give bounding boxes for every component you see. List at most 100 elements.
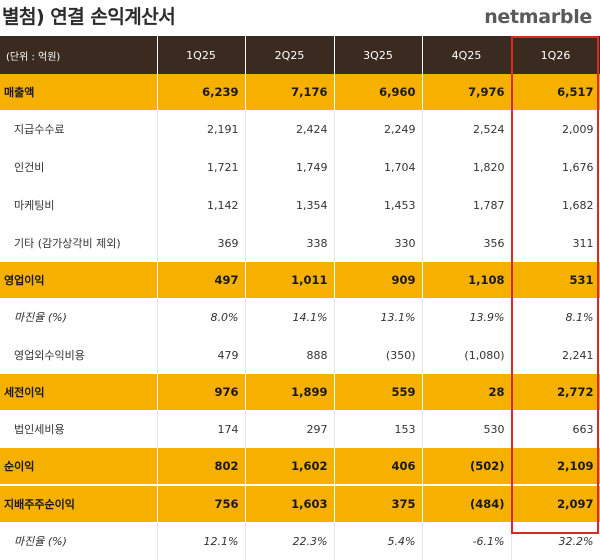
table-cell: 531 bbox=[511, 262, 600, 298]
table-row: 매출액 6,239 7,176 6,960 7,976 6,517 bbox=[0, 74, 600, 110]
income-statement-table: (단위 : 억원) 1Q25 2Q25 3Q25 4Q25 1Q26 매출액 6,… bbox=[0, 36, 600, 560]
table-row: 기타 (감가상각비 제외) 369 338 330 356 311 bbox=[0, 224, 600, 262]
row-label: 영업이익 bbox=[0, 262, 158, 298]
table-row: 지배주주순이익 756 1,603 375 (484) 2,097 bbox=[0, 484, 600, 522]
brand-logo: netmarble bbox=[484, 6, 592, 28]
table-cell: (1,080) bbox=[422, 336, 512, 374]
table-cell: 12.1% bbox=[157, 522, 246, 560]
table-cell: 2,191 bbox=[157, 110, 246, 148]
table-cell: 6,239 bbox=[157, 74, 246, 110]
table-cell: 6,960 bbox=[334, 74, 423, 110]
page-title: 별첨) 연결 손익계산서 bbox=[2, 6, 176, 28]
table-cell: 756 bbox=[157, 484, 246, 522]
row-label: 마케팅비 bbox=[0, 186, 158, 224]
table-cell: 375 bbox=[334, 484, 423, 522]
table-row: 마케팅비 1,142 1,354 1,453 1,787 1,682 bbox=[0, 186, 600, 224]
table-row: 인건비 1,721 1,749 1,704 1,820 1,676 bbox=[0, 148, 600, 186]
table-row: 마진율 (%) 12.1% 22.3% 5.4% -6.1% 32.2% bbox=[0, 522, 600, 560]
table-cell: 1,676 bbox=[511, 148, 600, 186]
table-cell: 1,721 bbox=[157, 148, 246, 186]
table-header-row: (단위 : 억원) 1Q25 2Q25 3Q25 4Q25 1Q26 bbox=[0, 36, 600, 74]
table-cell: 530 bbox=[422, 410, 512, 448]
table-cell: 1,011 bbox=[245, 262, 335, 298]
table-cell: 2,109 bbox=[511, 448, 600, 485]
unit-label: (단위 : 억원) bbox=[0, 36, 158, 74]
table-cell: 802 bbox=[157, 448, 246, 485]
table-body: 매출액 6,239 7,176 6,960 7,976 6,517 지급수수료 2,191 2,… bbox=[0, 74, 600, 560]
table-cell: 356 bbox=[422, 224, 512, 262]
table-cell: 1,603 bbox=[245, 484, 335, 522]
table-cell: 1,142 bbox=[157, 186, 246, 224]
row-label: 순이익 bbox=[0, 448, 158, 485]
table-cell: 153 bbox=[334, 410, 423, 448]
table-cell: 2,241 bbox=[511, 336, 600, 374]
table-row: 세전이익 976 1,899 559 28 2,772 bbox=[0, 374, 600, 410]
column-header: 2Q25 bbox=[245, 36, 335, 74]
row-label: 법인세비용 bbox=[0, 410, 158, 448]
table-row: 순이익 802 1,602 406 (502) 2,109 bbox=[0, 448, 600, 485]
table-cell: 297 bbox=[245, 410, 335, 448]
table-cell: 7,976 bbox=[422, 74, 512, 110]
table-cell: 369 bbox=[157, 224, 246, 262]
table-cell: 22.3% bbox=[245, 522, 335, 560]
table-cell: 1,899 bbox=[245, 374, 335, 410]
table-cell: 2,424 bbox=[245, 110, 335, 148]
table-cell: 976 bbox=[157, 374, 246, 410]
table-row: 마진율 (%) 8.0% 14.1% 13.1% 13.9% 8.1% bbox=[0, 298, 600, 336]
table-cell: 8.1% bbox=[511, 298, 600, 336]
table-cell: 909 bbox=[334, 262, 423, 298]
table-cell: 1,682 bbox=[511, 186, 600, 224]
table-cell: 2,097 bbox=[511, 484, 600, 522]
row-label: 매출액 bbox=[0, 74, 158, 110]
table-cell: 1,354 bbox=[245, 186, 335, 224]
table-cell: 311 bbox=[511, 224, 600, 262]
column-header: 1Q26 bbox=[511, 36, 600, 74]
column-header: 1Q25 bbox=[157, 36, 246, 74]
table-cell: 13.9% bbox=[422, 298, 512, 336]
table-cell: 330 bbox=[334, 224, 423, 262]
column-header: 4Q25 bbox=[422, 36, 512, 74]
table-cell: 497 bbox=[157, 262, 246, 298]
row-label: 기타 (감가상각비 제외) bbox=[0, 224, 158, 262]
row-label: 세전이익 bbox=[0, 374, 158, 410]
row-label: 영업외수익비용 bbox=[0, 336, 158, 374]
table-cell: 2,772 bbox=[511, 374, 600, 410]
table-cell: 32.2% bbox=[511, 522, 600, 560]
table-cell: 7,176 bbox=[245, 74, 335, 110]
table-cell: 1,602 bbox=[245, 448, 335, 485]
table-cell: 888 bbox=[245, 336, 335, 374]
page-header: 별첨) 연결 손익계산서 netmarble bbox=[0, 0, 600, 34]
table-cell: 1,453 bbox=[334, 186, 423, 224]
row-label: 지급수수료 bbox=[0, 110, 158, 148]
table-cell: 663 bbox=[511, 410, 600, 448]
row-label: 마진율 (%) bbox=[0, 522, 158, 560]
table-cell: 2,524 bbox=[422, 110, 512, 148]
table-cell: 2,009 bbox=[511, 110, 600, 148]
table-row: 영업외수익비용 479 888 (350) (1,080) 2,241 bbox=[0, 336, 600, 374]
row-label: 인건비 bbox=[0, 148, 158, 186]
table-cell: (502) bbox=[422, 448, 512, 485]
table-cell: 406 bbox=[334, 448, 423, 485]
column-header: 3Q25 bbox=[334, 36, 423, 74]
table-cell: 28 bbox=[422, 374, 512, 410]
table-cell: 559 bbox=[334, 374, 423, 410]
row-label: 지배주주순이익 bbox=[0, 484, 158, 522]
table-cell: 1,704 bbox=[334, 148, 423, 186]
table-cell: 8.0% bbox=[157, 298, 246, 336]
row-label: 마진율 (%) bbox=[0, 298, 158, 336]
table-cell: 1,787 bbox=[422, 186, 512, 224]
table-cell: 1,108 bbox=[422, 262, 512, 298]
table-cell: 479 bbox=[157, 336, 246, 374]
table-row: 법인세비용 174 297 153 530 663 bbox=[0, 410, 600, 448]
table-cell: -6.1% bbox=[422, 522, 512, 560]
table-cell: 6,517 bbox=[511, 74, 600, 110]
table-cell: (350) bbox=[334, 336, 423, 374]
table-cell: 5.4% bbox=[334, 522, 423, 560]
table-cell: 174 bbox=[157, 410, 246, 448]
table-cell: 338 bbox=[245, 224, 335, 262]
table-cell: 2,249 bbox=[334, 110, 423, 148]
table-cell: 1,749 bbox=[245, 148, 335, 186]
table-cell: 1,820 bbox=[422, 148, 512, 186]
table-cell: (484) bbox=[422, 484, 512, 522]
table-row: 지급수수료 2,191 2,424 2,249 2,524 2,009 bbox=[0, 110, 600, 148]
